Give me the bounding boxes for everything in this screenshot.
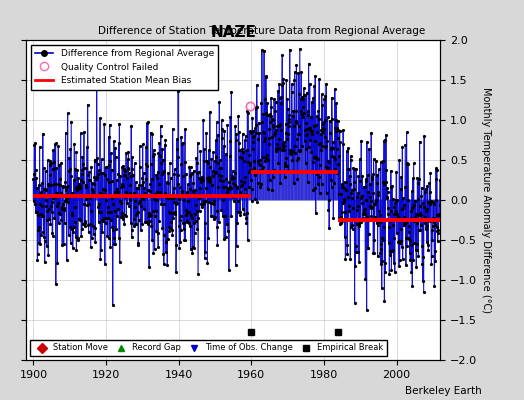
Title: NAZE: NAZE bbox=[210, 25, 256, 40]
Text: Difference of Station Temperature Data from Regional Average: Difference of Station Temperature Data f… bbox=[99, 26, 425, 36]
Legend: Station Move, Record Gap, Time of Obs. Change, Empirical Break: Station Move, Record Gap, Time of Obs. C… bbox=[30, 340, 387, 356]
Y-axis label: Monthly Temperature Anomaly Difference (°C): Monthly Temperature Anomaly Difference (… bbox=[481, 87, 491, 313]
Text: Berkeley Earth: Berkeley Earth bbox=[406, 386, 482, 396]
